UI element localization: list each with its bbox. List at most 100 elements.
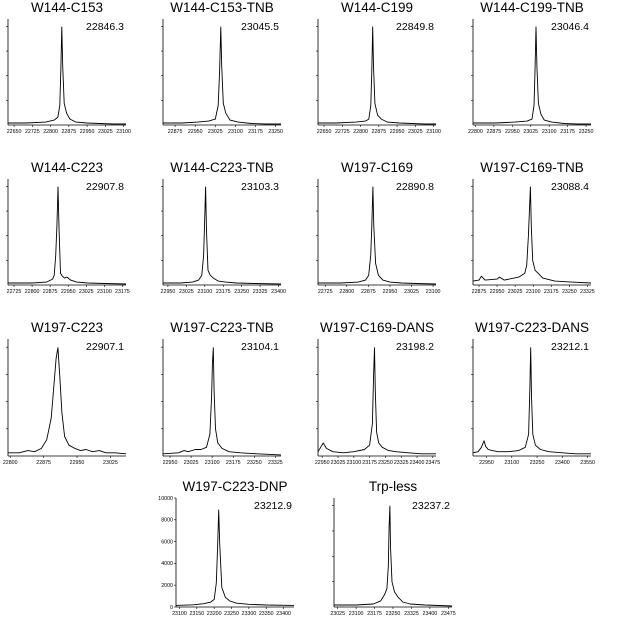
peak-mass-label: 23104.1 [241, 341, 279, 353]
spectrum-line [175, 509, 295, 606]
spectrum-line [163, 26, 281, 125]
x-tick-label: 22950 [61, 289, 76, 295]
x-tick-label: 23475 [425, 460, 440, 466]
spectrum-panel-13: W197-C223-DNP 0 2000 4000 6000 8000 10000 23100… [158, 479, 295, 617]
panel-title: W144-C153 [31, 0, 103, 15]
x-tick-label: 23025 [179, 289, 194, 295]
x-tick-label: 23250 [530, 460, 545, 466]
spectrum-line [8, 347, 127, 455]
panel-title: W197-C169-DANS [320, 320, 434, 335]
x-tick-label: 22875 [361, 289, 376, 295]
x-tick-label: 23400 [271, 289, 286, 295]
x-tick-label: 23250 [247, 460, 262, 466]
x-tick-label: 22725 [335, 129, 350, 135]
x-tick-label: 23175 [362, 460, 377, 466]
peak-mass-label: 22907.1 [86, 341, 124, 353]
spectrum-line [472, 347, 591, 455]
x-tick-label: 23400 [423, 611, 438, 617]
x-tick-label: 22650 [7, 129, 22, 135]
x-tick-label: 23100 [172, 611, 187, 617]
panel-title: W197-C169-TNB [480, 160, 584, 175]
x-tick-label: 22950 [70, 460, 85, 466]
spectrum-panel-2: W144-C153-TNB 22875 22950 23025 23100 23175 23… [161, 0, 283, 135]
x-tick-label: 23200 [207, 611, 222, 617]
panel-title: W144-C223-TNB [170, 160, 274, 175]
x-tick-label: 23100 [426, 289, 441, 295]
x-tick-label: 23025 [208, 129, 223, 135]
spectrum-line [162, 347, 282, 456]
x-tick-label: 23100 [346, 460, 361, 466]
x-tick-label: 22725 [318, 289, 333, 295]
x-tick-label: 23175 [115, 289, 130, 295]
x-tick-label: 22875 [168, 129, 183, 135]
spectrum-line [8, 26, 126, 125]
panel-title: W197-C223-TNB [170, 320, 274, 335]
spectrum-line [8, 186, 127, 285]
spectrum-line [317, 347, 436, 455]
x-tick-label: 23250 [562, 289, 577, 295]
x-tick-label: 22875 [487, 129, 502, 135]
x-tick-label: 23325 [268, 460, 283, 466]
x-tick-label: 23400 [276, 611, 291, 617]
x-tick-label: 23100 [197, 289, 212, 295]
peak-mass-label: 22846.3 [86, 21, 124, 33]
x-tick-label: 23175 [248, 129, 263, 135]
x-tick-label: 23025 [523, 129, 538, 135]
x-tick-label: 22725 [7, 289, 22, 295]
spectrum-line [318, 186, 437, 285]
x-tick-label: 23250 [378, 460, 393, 466]
x-tick-label: 22800 [3, 460, 18, 466]
x-tick-label: 23400 [410, 460, 425, 466]
x-tick-label: 23475 [441, 611, 456, 617]
panel-title: W197-C223 [31, 320, 103, 335]
x-tick-label: 23175 [560, 129, 575, 135]
spectrum-line [318, 26, 436, 125]
x-tick-label: 23175 [544, 289, 559, 295]
x-tick-label: 23100 [542, 129, 557, 135]
y-tick-label: 4000 [161, 561, 173, 567]
spectrum-line [472, 186, 592, 284]
x-tick-label: 23100 [228, 129, 243, 135]
x-tick-label: 23025 [408, 129, 423, 135]
x-tick-label: 22800 [25, 289, 40, 295]
panel-title: W144-C199-TNB [480, 0, 584, 15]
x-tick-label: 23100 [426, 129, 441, 135]
x-tick-label: 22950 [383, 289, 398, 295]
x-tick-label: 22875 [43, 289, 58, 295]
panel-title: W197-C223-DANS [475, 320, 589, 335]
y-tick-label: 0 [170, 605, 173, 611]
panel-title: W144-C223 [31, 160, 103, 175]
peak-mass-label: 23046.4 [551, 21, 589, 33]
x-tick-label: 23325 [394, 460, 409, 466]
x-tick-label: 23175 [367, 611, 382, 617]
x-tick-label: 23175 [216, 289, 231, 295]
panel-title: W197-C169 [341, 160, 413, 175]
x-tick-label: 23025 [184, 460, 199, 466]
peak-mass-label: 23045.5 [241, 21, 279, 33]
panel-title: W144-C199 [341, 0, 413, 15]
x-tick-label: 23025 [79, 289, 94, 295]
x-tick-label: 22875 [61, 129, 76, 135]
spectrum-panel-7: W197-C169 22725 22800 22875 22950 23025 23100 2… [316, 160, 441, 295]
x-tick-label: 23025 [103, 460, 118, 466]
x-tick-label: 23250 [268, 129, 283, 135]
x-tick-label: 23100 [205, 460, 220, 466]
x-tick-label: 22950 [161, 289, 176, 295]
x-tick-label: 23025 [508, 289, 523, 295]
x-tick-label: 22800 [353, 129, 368, 135]
peak-mass-label: 23198.2 [396, 341, 434, 353]
x-tick-label: 22875 [371, 129, 386, 135]
x-tick-label: 22950 [80, 129, 95, 135]
y-tick-label: 10000 [158, 496, 173, 502]
panel-title: W197-C223-DNP [182, 479, 287, 494]
x-tick-label: 22950 [479, 460, 494, 466]
x-tick-label: 23325 [580, 289, 595, 295]
x-tick-label: 23025 [98, 129, 113, 135]
